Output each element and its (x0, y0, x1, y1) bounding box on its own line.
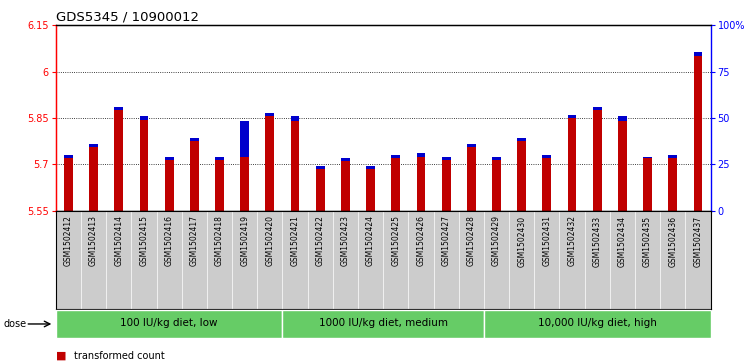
Bar (618, 121, 626, 211)
Bar (542, 155, 551, 158)
Bar (417, 156, 426, 211)
Bar (643, 156, 652, 158)
Bar (115, 110, 124, 211)
Bar (492, 160, 501, 211)
Bar (492, 156, 501, 160)
Text: 10,000 IU/kg diet, high: 10,000 IU/kg diet, high (538, 318, 657, 329)
Bar (668, 155, 677, 158)
Text: GSM1502415: GSM1502415 (139, 215, 149, 266)
Bar (568, 115, 577, 118)
Bar (266, 113, 275, 117)
Bar (56, 310, 283, 338)
Bar (266, 117, 275, 211)
Bar (140, 117, 148, 119)
Bar (341, 161, 350, 211)
Bar (89, 144, 98, 147)
Text: GSM1502436: GSM1502436 (668, 215, 677, 266)
Bar (315, 169, 324, 211)
Bar (366, 166, 375, 169)
Bar (467, 147, 475, 211)
Text: dose: dose (4, 319, 27, 329)
Bar (240, 121, 249, 156)
Bar (89, 147, 98, 211)
Bar (643, 156, 652, 211)
Text: GSM1502414: GSM1502414 (115, 215, 124, 266)
Bar (315, 166, 324, 169)
Bar (283, 310, 484, 338)
Text: transformed count: transformed count (74, 351, 165, 361)
Text: 1000 IU/kg diet, medium: 1000 IU/kg diet, medium (318, 318, 448, 329)
Bar (668, 158, 677, 211)
Text: GSM1502435: GSM1502435 (643, 215, 652, 266)
Text: GSM1502422: GSM1502422 (315, 215, 324, 266)
Bar (64, 158, 73, 211)
Text: GSM1502426: GSM1502426 (417, 215, 426, 266)
Bar (291, 121, 299, 211)
Bar (291, 117, 299, 121)
Text: GSM1502421: GSM1502421 (290, 215, 300, 266)
Bar (442, 156, 451, 160)
Bar (366, 169, 375, 211)
Bar (517, 141, 526, 211)
Bar (391, 158, 400, 211)
Text: ■: ■ (56, 351, 66, 361)
Bar (417, 154, 426, 156)
Text: GSM1502433: GSM1502433 (593, 215, 602, 266)
Text: GSM1502431: GSM1502431 (542, 215, 551, 266)
Text: GSM1502432: GSM1502432 (568, 215, 577, 266)
Bar (442, 160, 451, 211)
Bar (517, 138, 526, 141)
Text: GSM1502417: GSM1502417 (190, 215, 199, 266)
Bar (391, 155, 400, 158)
Text: GSM1502418: GSM1502418 (215, 215, 224, 266)
Bar (115, 107, 124, 110)
Bar (190, 141, 199, 211)
Bar (190, 138, 199, 141)
Text: GSM1502413: GSM1502413 (89, 215, 98, 266)
Bar (593, 107, 602, 110)
Text: GSM1502419: GSM1502419 (240, 215, 249, 266)
Text: GDS5345 / 10900012: GDS5345 / 10900012 (56, 11, 199, 24)
Bar (568, 118, 577, 211)
Text: GSM1502420: GSM1502420 (266, 215, 275, 266)
Bar (164, 160, 173, 211)
Bar (467, 144, 475, 147)
Text: GSM1502424: GSM1502424 (366, 215, 375, 266)
Text: GSM1502430: GSM1502430 (517, 215, 526, 266)
Bar (542, 158, 551, 211)
Bar (215, 160, 224, 211)
Text: 100 IU/kg diet, low: 100 IU/kg diet, low (121, 318, 218, 329)
Bar (618, 117, 626, 121)
Text: GSM1502434: GSM1502434 (618, 215, 627, 266)
Bar (693, 56, 702, 211)
Bar (693, 52, 702, 56)
Text: GSM1502425: GSM1502425 (391, 215, 400, 266)
Text: GSM1502427: GSM1502427 (442, 215, 451, 266)
Bar (484, 310, 711, 338)
Bar (164, 156, 173, 160)
Text: GSM1502423: GSM1502423 (341, 215, 350, 266)
Bar (240, 121, 249, 211)
Text: GSM1502416: GSM1502416 (164, 215, 173, 266)
Bar (215, 156, 224, 160)
Bar (140, 119, 148, 211)
Bar (64, 155, 73, 158)
Text: GSM1502429: GSM1502429 (492, 215, 501, 266)
Text: GSM1502437: GSM1502437 (693, 215, 702, 266)
Bar (593, 110, 602, 211)
Bar (341, 158, 350, 161)
Text: GSM1502428: GSM1502428 (466, 215, 476, 266)
Text: GSM1502412: GSM1502412 (64, 215, 73, 266)
